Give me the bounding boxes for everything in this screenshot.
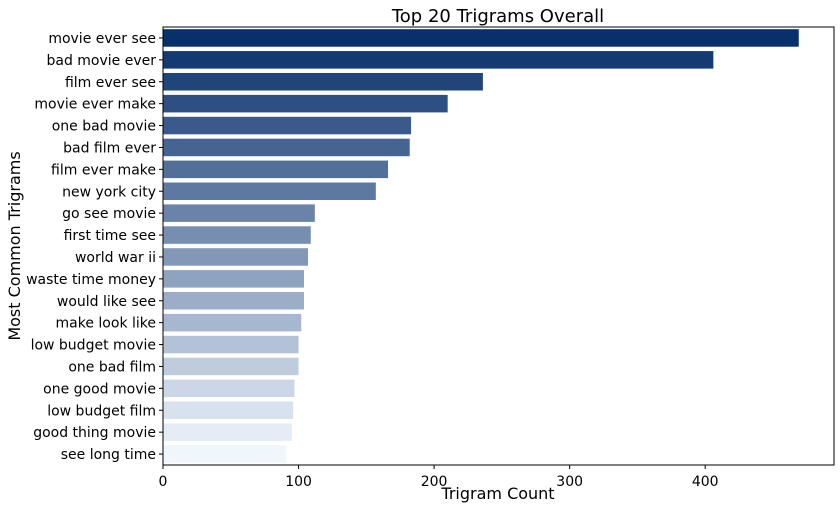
- bar: [163, 94, 448, 113]
- x-tick-label: 0: [159, 474, 168, 490]
- bar: [163, 401, 294, 420]
- bar: [163, 335, 299, 354]
- bar: [163, 116, 412, 135]
- bar: [163, 160, 389, 179]
- bar: [163, 423, 292, 441]
- bar: [163, 270, 304, 288]
- bar: [163, 182, 376, 201]
- y-tick-label: movie ever make: [34, 97, 156, 113]
- x-tick-label: 300: [556, 474, 583, 490]
- bar: [163, 72, 483, 91]
- y-axis-ticks: movie ever see bad movie ever film ever se…: [26, 31, 163, 463]
- y-tick-label: waste time money: [26, 272, 156, 288]
- x-tick-label: 100: [285, 474, 312, 490]
- bar: [163, 248, 309, 266]
- y-tick-label: go see movie: [62, 206, 156, 222]
- y-tick-label: one bad movie: [52, 119, 156, 135]
- bar: [163, 138, 410, 157]
- y-tick-label: low budget film: [47, 403, 156, 419]
- bar: [163, 29, 799, 47]
- y-tick-label: world war ii: [75, 250, 156, 266]
- x-axis-ticks: 0 100 200 300 400: [159, 465, 719, 490]
- y-tick-label: good thing movie: [33, 425, 156, 441]
- y-tick-label: make look like: [56, 316, 156, 332]
- y-tick-label: new york city: [62, 184, 156, 200]
- bar: [163, 291, 304, 310]
- y-tick-label: movie ever see: [48, 31, 156, 47]
- axes-frame: [162, 26, 835, 466]
- bar: [163, 379, 295, 398]
- y-tick-label: would like see: [57, 294, 156, 310]
- y-tick-label: bad movie ever: [46, 53, 156, 69]
- bars-group: [163, 29, 799, 463]
- y-tick-label: one bad film: [68, 359, 156, 375]
- y-tick-label: film ever see: [65, 75, 156, 91]
- bar: [163, 445, 287, 463]
- y-tick-label: bad film ever: [63, 140, 156, 156]
- plot-frame: [162, 26, 835, 466]
- bar: [163, 226, 311, 244]
- x-tick-label: 200: [421, 474, 448, 490]
- y-tick-label: one good movie: [43, 381, 156, 397]
- y-tick-label: see long time: [61, 447, 156, 463]
- y-axis-label: Most Common Trigrams: [5, 151, 24, 340]
- y-tick-label: low budget movie: [31, 338, 156, 354]
- bar: [163, 51, 714, 69]
- chart-title: Top 20 Trigrams Overall: [391, 6, 604, 27]
- bar: [163, 357, 299, 376]
- bar: [163, 313, 302, 332]
- bar: [163, 204, 315, 222]
- x-axis-label: Trigram Count: [440, 484, 554, 503]
- y-tick-label: first time see: [64, 228, 156, 244]
- y-tick-label: film ever make: [51, 162, 156, 178]
- x-tick-label: 400: [692, 474, 719, 490]
